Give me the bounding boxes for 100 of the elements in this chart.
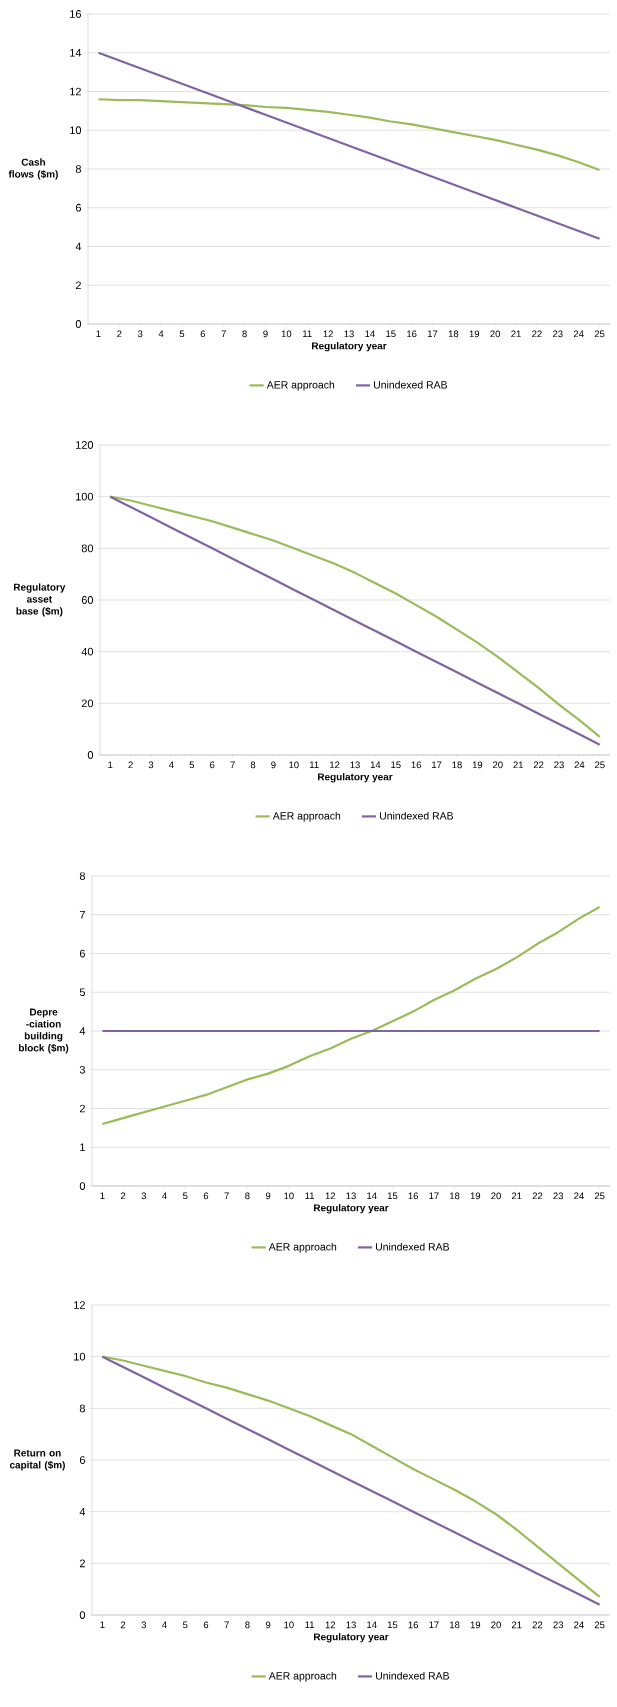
x-tick-label: 10 — [281, 330, 292, 338]
y-tick-label: 8 — [79, 872, 85, 880]
x-tick-label: 4 — [162, 1621, 167, 1629]
y-axis-title: Depre -ciation building block ($m) — [19, 1008, 69, 1054]
x-tick-label: 9 — [265, 1192, 271, 1200]
y-tick-label: 20 — [81, 699, 94, 708]
x-tick-label: 23 — [553, 1621, 564, 1629]
x-tick-label: 15 — [386, 330, 396, 338]
y-tick-label: 120 — [76, 441, 94, 449]
y-tick-label: 100 — [76, 492, 94, 501]
x-tick-label: 14 — [370, 761, 381, 769]
x-tick-label: 15 — [387, 1192, 398, 1200]
y-tick-label: 0 — [79, 1182, 86, 1190]
x-tick-label: 25 — [594, 1192, 605, 1200]
y-tick-label: 6 — [75, 203, 81, 212]
x-tick-label: 2 — [120, 1192, 126, 1200]
x-tick-label: 7 — [221, 330, 226, 338]
y-tick-label: 2 — [75, 281, 81, 290]
y-tick-label: 16 — [70, 10, 81, 18]
x-tick-label: 11 — [305, 1621, 315, 1629]
x-tick-label: 19 — [469, 330, 480, 338]
legend-label: AER approach — [272, 811, 341, 822]
x-tick-label: 1 — [96, 330, 101, 338]
x-tick-label: 24 — [574, 1621, 584, 1629]
x-tick-label: 18 — [450, 1192, 460, 1200]
x-tick-label: 20 — [491, 1192, 501, 1200]
x-tick-label: 25 — [595, 761, 605, 769]
x-tick-label: 5 — [182, 1621, 188, 1629]
x-tick-label: 6 — [203, 1192, 209, 1200]
x-tick-label: 4 — [168, 761, 174, 769]
x-tick-label: 13 — [346, 1621, 356, 1629]
x-tick-label: 17 — [427, 330, 438, 338]
x-tick-label: 3 — [141, 1192, 147, 1200]
x-tick-label: 8 — [245, 1192, 250, 1200]
y-axis-title: Cash flows ($m) — [8, 158, 58, 180]
x-tick-label: 20 — [493, 761, 503, 769]
x-tick-label: 12 — [325, 1192, 336, 1200]
x-tick-label: 12 — [325, 1621, 336, 1629]
y-tick-label: 80 — [81, 544, 94, 553]
x-tick-label: 21 — [511, 330, 521, 338]
y-tick-label: 3 — [79, 1065, 85, 1074]
x-tick-label: 2 — [117, 330, 122, 338]
legend-label: AER approach — [268, 1671, 337, 1682]
x-tick-label: 9 — [271, 761, 276, 769]
x-tick-label: 19 — [470, 1192, 481, 1200]
x-tick-label: 11 — [310, 761, 319, 769]
x-tick-label: 18 — [452, 761, 462, 769]
y-axis-title: Return on capital ($m) — [9, 1449, 65, 1471]
y-tick-label: 14 — [70, 48, 82, 57]
x-tick-label: 14 — [367, 1621, 377, 1629]
x-tick-label: 10 — [284, 1621, 294, 1629]
y-axis-title: Regulatory asset base ($m) — [14, 583, 66, 617]
x-tick-label: 3 — [137, 330, 143, 338]
x-tick-label: 21 — [511, 1192, 522, 1200]
x-tick-label: 11 — [303, 330, 312, 338]
x-tick-label: 1 — [100, 1192, 105, 1200]
x-tick-label: 24 — [574, 1192, 584, 1200]
x-tick-label: 21 — [513, 761, 523, 769]
x-tick-label: 23 — [554, 761, 564, 769]
x-tick-label: 16 — [411, 761, 422, 769]
y-tick-label: 0 — [79, 1611, 86, 1619]
x-tick-label: 14 — [365, 330, 375, 338]
x-tick-label: 13 — [346, 1192, 356, 1200]
x-tick-label: 21 — [511, 1621, 522, 1629]
x-tick-label: 3 — [148, 761, 154, 769]
x-tick-label: 6 — [203, 1621, 209, 1629]
x-tick-label: 7 — [224, 1192, 229, 1200]
x-tick-label: 14 — [367, 1192, 377, 1200]
y-tick-label: 4 — [75, 242, 82, 251]
y-tick-label: 0 — [75, 320, 82, 328]
x-tick-label: 2 — [120, 1621, 126, 1629]
y-tick-label: 4 — [79, 1027, 86, 1035]
x-axis-title: Regulatory year — [312, 342, 387, 352]
x-tick-label: 1 — [100, 1621, 105, 1629]
x-tick-label: 22 — [532, 330, 542, 338]
x-tick-label: 25 — [594, 330, 605, 338]
x-tick-label: 2 — [128, 761, 133, 769]
x-tick-label: 17 — [432, 761, 442, 769]
x-tick-label: 18 — [450, 1621, 460, 1629]
y-tick-label: 10 — [70, 126, 82, 135]
x-tick-label: 9 — [263, 330, 268, 338]
x-tick-label: 8 — [245, 1621, 250, 1629]
x-tick-label: 7 — [224, 1621, 229, 1629]
x-tick-label: 10 — [284, 1192, 294, 1200]
x-tick-label: 22 — [532, 1192, 543, 1200]
x-tick-label: 19 — [470, 1621, 481, 1629]
x-axis-title: Regulatory year — [314, 1204, 389, 1214]
x-tick-label: 17 — [429, 1621, 439, 1629]
x-tick-label: 23 — [553, 330, 563, 338]
x-tick-label: 15 — [391, 761, 401, 769]
x-tick-label: 24 — [573, 330, 584, 338]
x-tick-label: 23 — [553, 1192, 564, 1200]
x-tick-label: 17 — [429, 1192, 439, 1200]
legend-label: AER approach — [268, 1242, 337, 1253]
legend-label: Unindexed RAB — [379, 811, 454, 820]
y-tick-label: 2 — [79, 1559, 85, 1568]
y-tick-label: 12 — [70, 87, 81, 96]
x-tick-label: 22 — [533, 761, 544, 769]
y-tick-label: 10 — [74, 1352, 86, 1361]
x-tick-label: 8 — [242, 330, 247, 338]
